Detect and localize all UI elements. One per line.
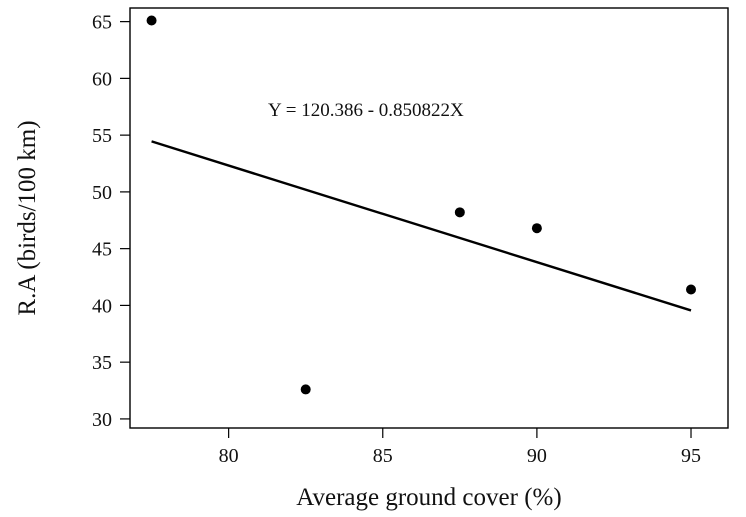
x-tick-label: 85	[373, 445, 393, 467]
x-tick-label: 80	[219, 445, 239, 467]
data-point	[686, 284, 697, 295]
y-tick-label: 50	[92, 182, 112, 204]
y-tick-label: 45	[92, 239, 112, 261]
x-axis-label: Average ground cover (%)	[296, 484, 561, 511]
y-tick-label: 35	[92, 352, 112, 374]
data-point	[146, 15, 157, 26]
y-tick-label: 65	[92, 12, 112, 34]
plot-frame	[129, 7, 729, 429]
regression-line	[151, 140, 692, 312]
y-tick-label: 60	[92, 68, 112, 90]
data-point	[300, 384, 311, 395]
y-axis-label: R.A (birds/100 km)	[14, 120, 41, 315]
x-tick-label: 95	[681, 445, 701, 467]
y-tick-label: 55	[92, 125, 112, 147]
regression-equation: Y = 120.386 - 0.850822X	[268, 100, 464, 121]
data-point	[531, 223, 542, 234]
data-point	[454, 207, 465, 218]
y-tick-label: 40	[92, 295, 112, 317]
y-tick-label: 30	[92, 409, 112, 431]
x-tick-label: 90	[527, 445, 547, 467]
